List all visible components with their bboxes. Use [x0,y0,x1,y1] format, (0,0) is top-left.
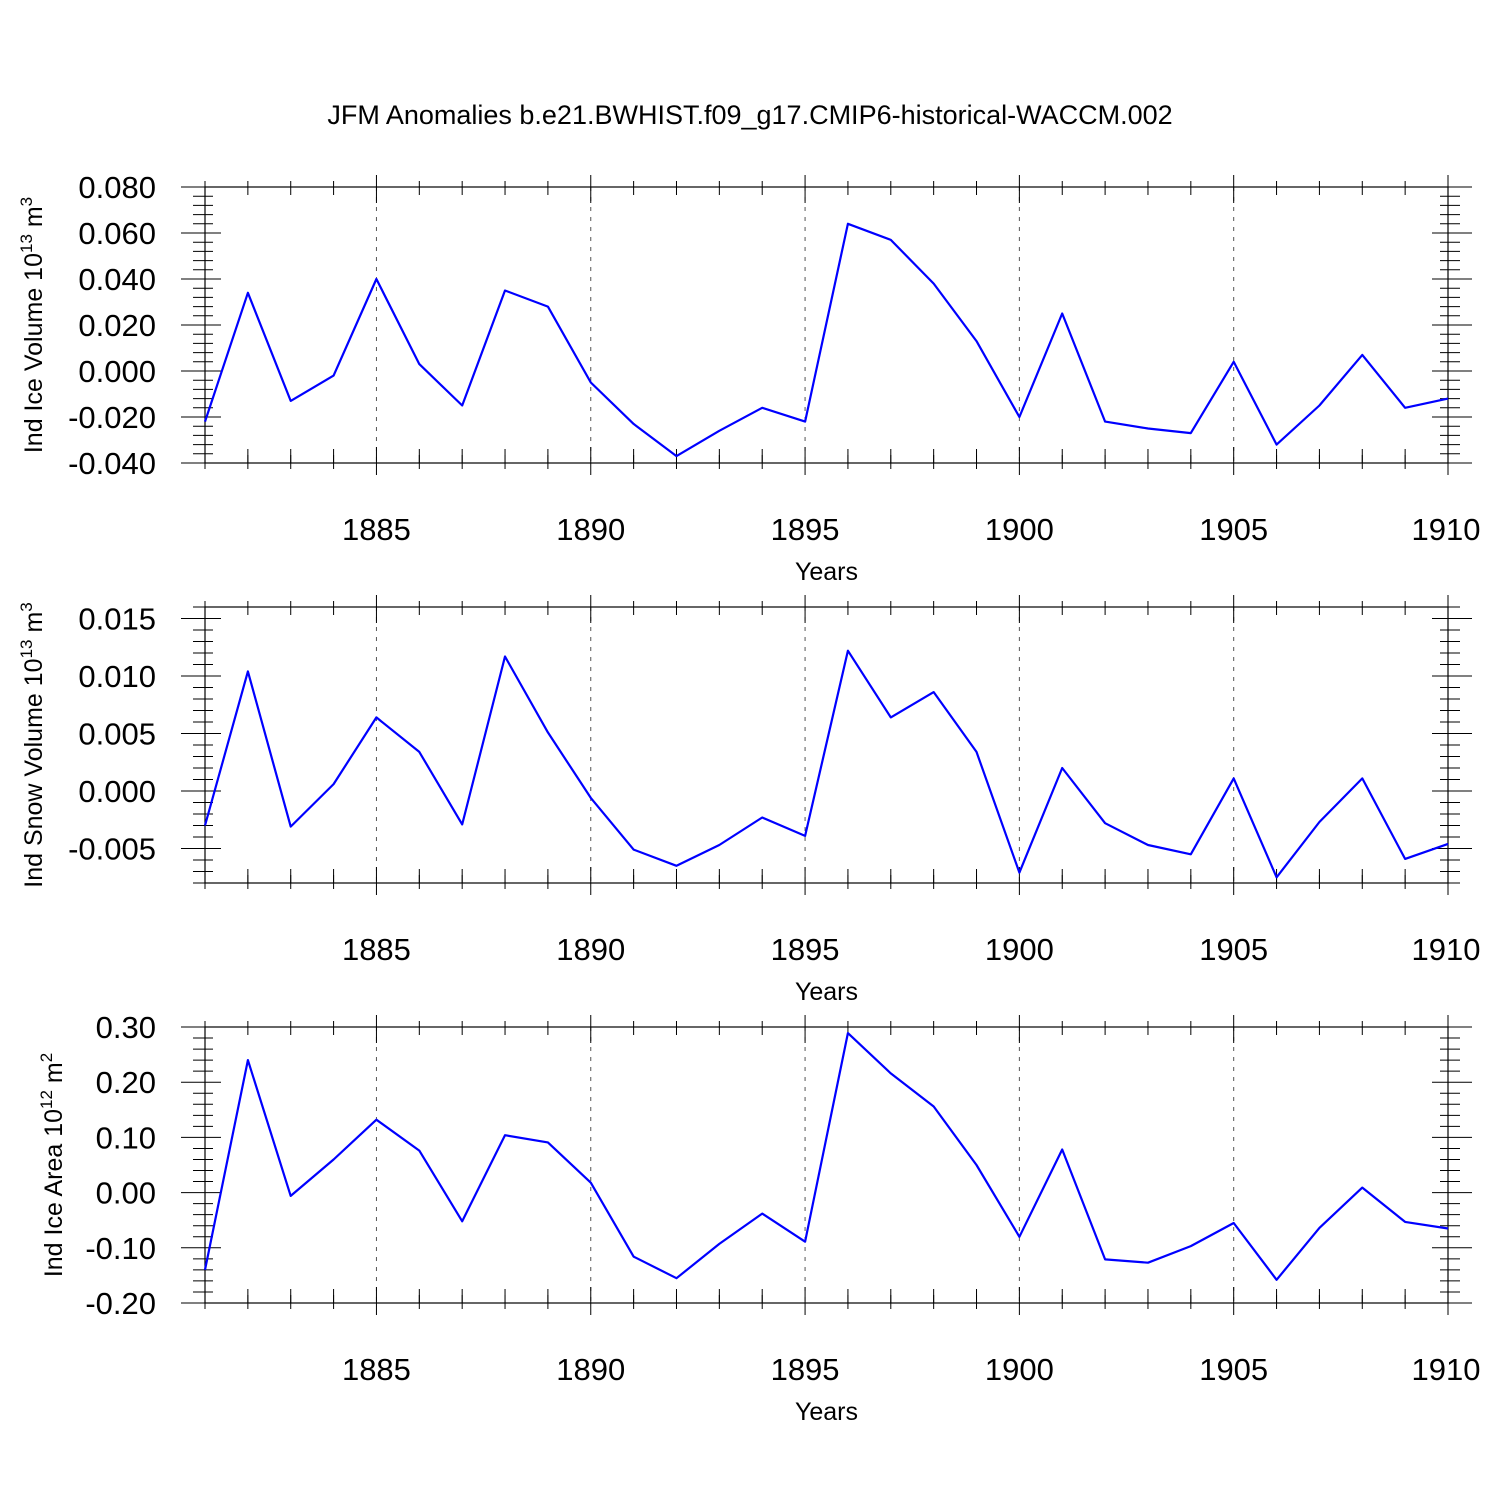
x-tick-label: 1905 [1199,512,1268,547]
x-tick-label: 1885 [342,1352,411,1387]
x-tick-label: 1900 [985,1352,1054,1387]
y-axis-title-text: Ind Ice Area 10 [40,1109,68,1277]
x-tick-label: 1895 [771,512,840,547]
y-axis-title-unit-exponent: 2 [37,1053,56,1062]
y-axis-title-exponent: 13 [17,640,36,659]
x-axis-title: Years [795,558,858,586]
y-tick-label: 0.005 [78,717,156,752]
y-axis-title-exponent: 13 [17,234,36,253]
y-tick-label: -0.10 [85,1231,156,1266]
y-tick-label: -0.040 [68,446,156,481]
panel-ice-area: 0.30 0.20 0.10 0.00 -0.10 -0.20 1885 1890 1895 19… [37,1010,1480,1426]
x-tick-label: 1910 [1412,1352,1481,1387]
y-tick-label: 0.060 [78,216,156,251]
y-tick-label: 0.020 [78,308,156,343]
y-tick-label: -0.20 [85,1286,156,1321]
x-tick-label: 1895 [771,932,840,967]
y-tick-label: 0.30 [96,1010,156,1045]
y-axis-title-exponent: 12 [37,1090,56,1109]
x-tick-label: 1885 [342,512,411,547]
x-tick-label: 1890 [556,512,625,547]
series-line [203,222,1449,458]
y-axis-title-text: Ind Ice Volume 10 [20,253,48,453]
figure-title: JFM Anomalies b.e21.BWHIST.f09_g17.CMIP6… [327,100,1172,130]
x-tick-label: 1905 [1199,932,1268,967]
panel-snow-volume: 0.015 0.010 0.005 0.000 -0.005 1885 1890 1895 19… [17,595,1480,1006]
y-axis-title: Ind Snow Volume 1013 m3 [17,602,48,888]
plot-frame [204,1026,1449,1304]
y-axis-title-unit: m [20,206,48,234]
x-axis-title: Years [795,978,858,1006]
x-tick-label: 1890 [556,932,625,967]
y-tick-label: -0.020 [68,400,156,435]
panel-ice-volume: 0.080 0.060 0.040 0.020 0.000 -0.020 -0.040 188… [17,170,1480,586]
y-tick-label: 0.00 [96,1176,156,1211]
y-tick-label: 0.10 [96,1120,156,1155]
y-tick-label: 0.20 [96,1065,156,1100]
x-tick-label: 1895 [771,1352,840,1387]
x-tick-label: 1885 [342,932,411,967]
y-tick-label: 0.040 [78,262,156,297]
x-tick-label: 1900 [985,932,1054,967]
y-axis-title-unit-exponent: 3 [17,602,36,611]
y-axis-title-unit: m [20,612,48,640]
y-tick-label: 0.000 [78,774,156,809]
x-tick-label: 1890 [556,1352,625,1387]
y-tick-label: 0.000 [78,354,156,389]
x-tick-label: 1900 [985,512,1054,547]
series-line [203,649,1449,879]
y-tick-label: 0.010 [78,659,156,694]
x-tick-label: 1905 [1199,1352,1268,1387]
series-line [203,1031,1449,1281]
y-axis-title-unit: m [40,1062,68,1090]
y-tick-label: 0.015 [78,602,156,637]
y-axis-title: Ind Ice Volume 1013 m3 [17,197,48,453]
y-axis-title-unit-exponent: 3 [17,197,36,206]
x-tick-label: 1910 [1412,932,1481,967]
y-tick-label: -0.005 [68,832,156,867]
y-axis-title-text: Ind Snow Volume 10 [20,658,48,887]
x-axis-title: Years [795,1398,858,1426]
x-tick-label: 1910 [1412,512,1481,547]
y-axis-title: Ind Ice Area 1012 m2 [37,1053,68,1277]
y-tick-label: 0.080 [78,170,156,205]
